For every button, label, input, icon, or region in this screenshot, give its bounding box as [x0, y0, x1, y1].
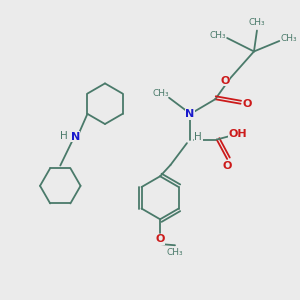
- Text: O: O: [220, 76, 230, 86]
- Text: N: N: [185, 109, 194, 119]
- Text: CH₃: CH₃: [249, 18, 265, 27]
- Text: CH₃: CH₃: [167, 248, 183, 257]
- Text: CH₃: CH₃: [280, 34, 297, 43]
- Text: H: H: [194, 132, 202, 142]
- Text: CH₃: CH₃: [152, 89, 169, 98]
- Text: OH: OH: [228, 129, 247, 139]
- Text: O: O: [242, 99, 252, 109]
- Text: O: O: [223, 161, 232, 171]
- Text: N: N: [70, 132, 80, 142]
- Text: H: H: [60, 131, 68, 141]
- Text: O: O: [155, 234, 165, 244]
- Text: CH₃: CH₃: [209, 31, 226, 40]
